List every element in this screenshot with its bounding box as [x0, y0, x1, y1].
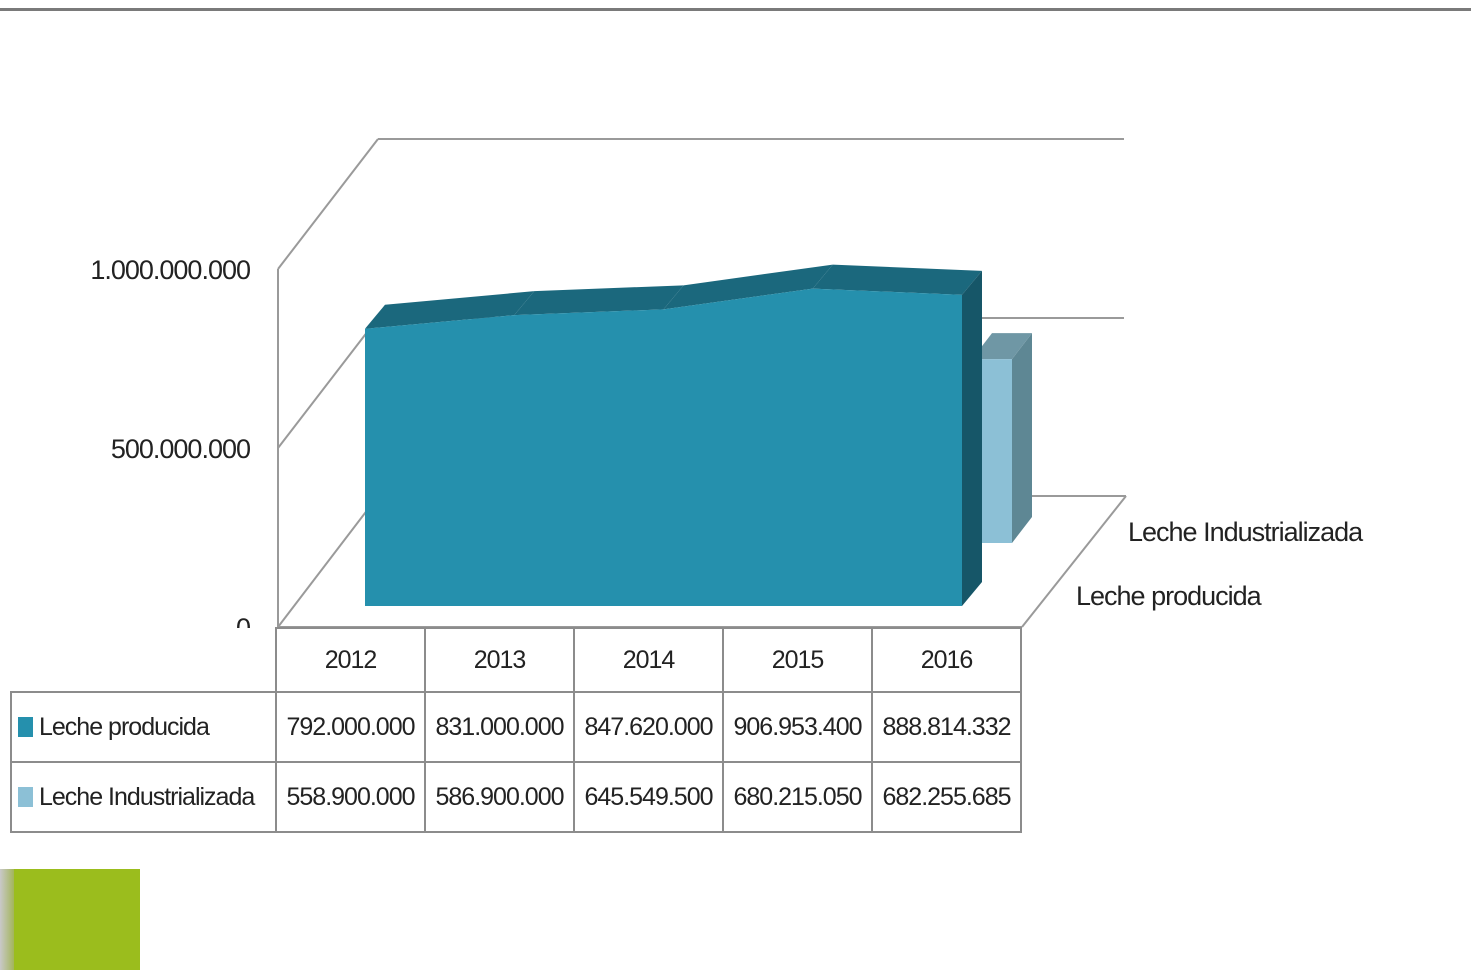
area-top-segment-leche-producida [365, 291, 535, 329]
table-row-leche-industrializada: Leche Industrializada 558.900.000 586.90… [10, 761, 1022, 833]
series-label-leche-industrializada: Leche Industrializada [10, 761, 277, 833]
series-name: Leche Industrializada [39, 782, 255, 811]
series-name: Leche producida [39, 712, 210, 741]
area-top-segment-leche-producida [514, 285, 684, 316]
category-2016: 2016 [871, 627, 1022, 693]
floor-left-edge [277, 495, 379, 628]
legend-swatch-leche-producida [18, 716, 33, 737]
y-tick-label: 500.000.000 [111, 434, 250, 464]
area-side-leche-industrializada [1012, 333, 1032, 543]
table-row-leche-producida: Leche producida 792.000.000 831.000.000 … [10, 691, 1022, 763]
brand-logo [0, 869, 140, 970]
value-producida-2012: 792.000.000 [275, 691, 426, 763]
value-industrializada-2012: 558.900.000 [275, 761, 426, 833]
area-top-segment-leche-producida [812, 264, 982, 295]
area-top-leche-industrializada [972, 333, 1032, 360]
value-producida-2015: 906.953.400 [722, 691, 873, 763]
category-2012: 2012 [275, 627, 426, 693]
depth-axis-label: Leche producida [1076, 581, 1263, 611]
area-face-leche-producida [365, 288, 962, 606]
category-2015: 2015 [722, 627, 873, 693]
legend-swatch-leche-industrializada [18, 786, 33, 807]
value-industrializada-2015: 680.215.050 [722, 761, 873, 833]
floor-right-edge [1021, 495, 1127, 628]
y-tick-label: 1.000.000.000 [90, 255, 250, 285]
category-2013: 2013 [424, 627, 575, 693]
table-header-row: 2012 2013 2014 2015 2016 [11, 627, 1022, 693]
value-producida-2013: 831.000.000 [424, 691, 575, 763]
value-producida-2016: 888.814.332 [871, 691, 1022, 763]
data-table: 2012 2013 2014 2015 2016 Leche producida… [10, 627, 1022, 833]
category-2014: 2014 [573, 627, 724, 693]
logo-shade [0, 869, 14, 970]
value-industrializada-2016: 682.255.685 [871, 761, 1022, 833]
value-producida-2014: 847.620.000 [573, 691, 724, 763]
table-corner [11, 628, 277, 693]
depth-axis-label: Leche Industrializada [1128, 517, 1364, 547]
series-label-leche-producida: Leche producida [10, 691, 277, 763]
area-top-segment-leche-producida [663, 264, 833, 310]
grid-diagonal-top [277, 138, 379, 270]
grid-diagonal-mid [277, 317, 379, 449]
value-industrializada-2013: 586.900.000 [424, 761, 575, 833]
top-divider [0, 8, 1471, 11]
value-industrializada-2014: 645.549.500 [573, 761, 724, 833]
area-side-leche-producida [962, 270, 982, 606]
